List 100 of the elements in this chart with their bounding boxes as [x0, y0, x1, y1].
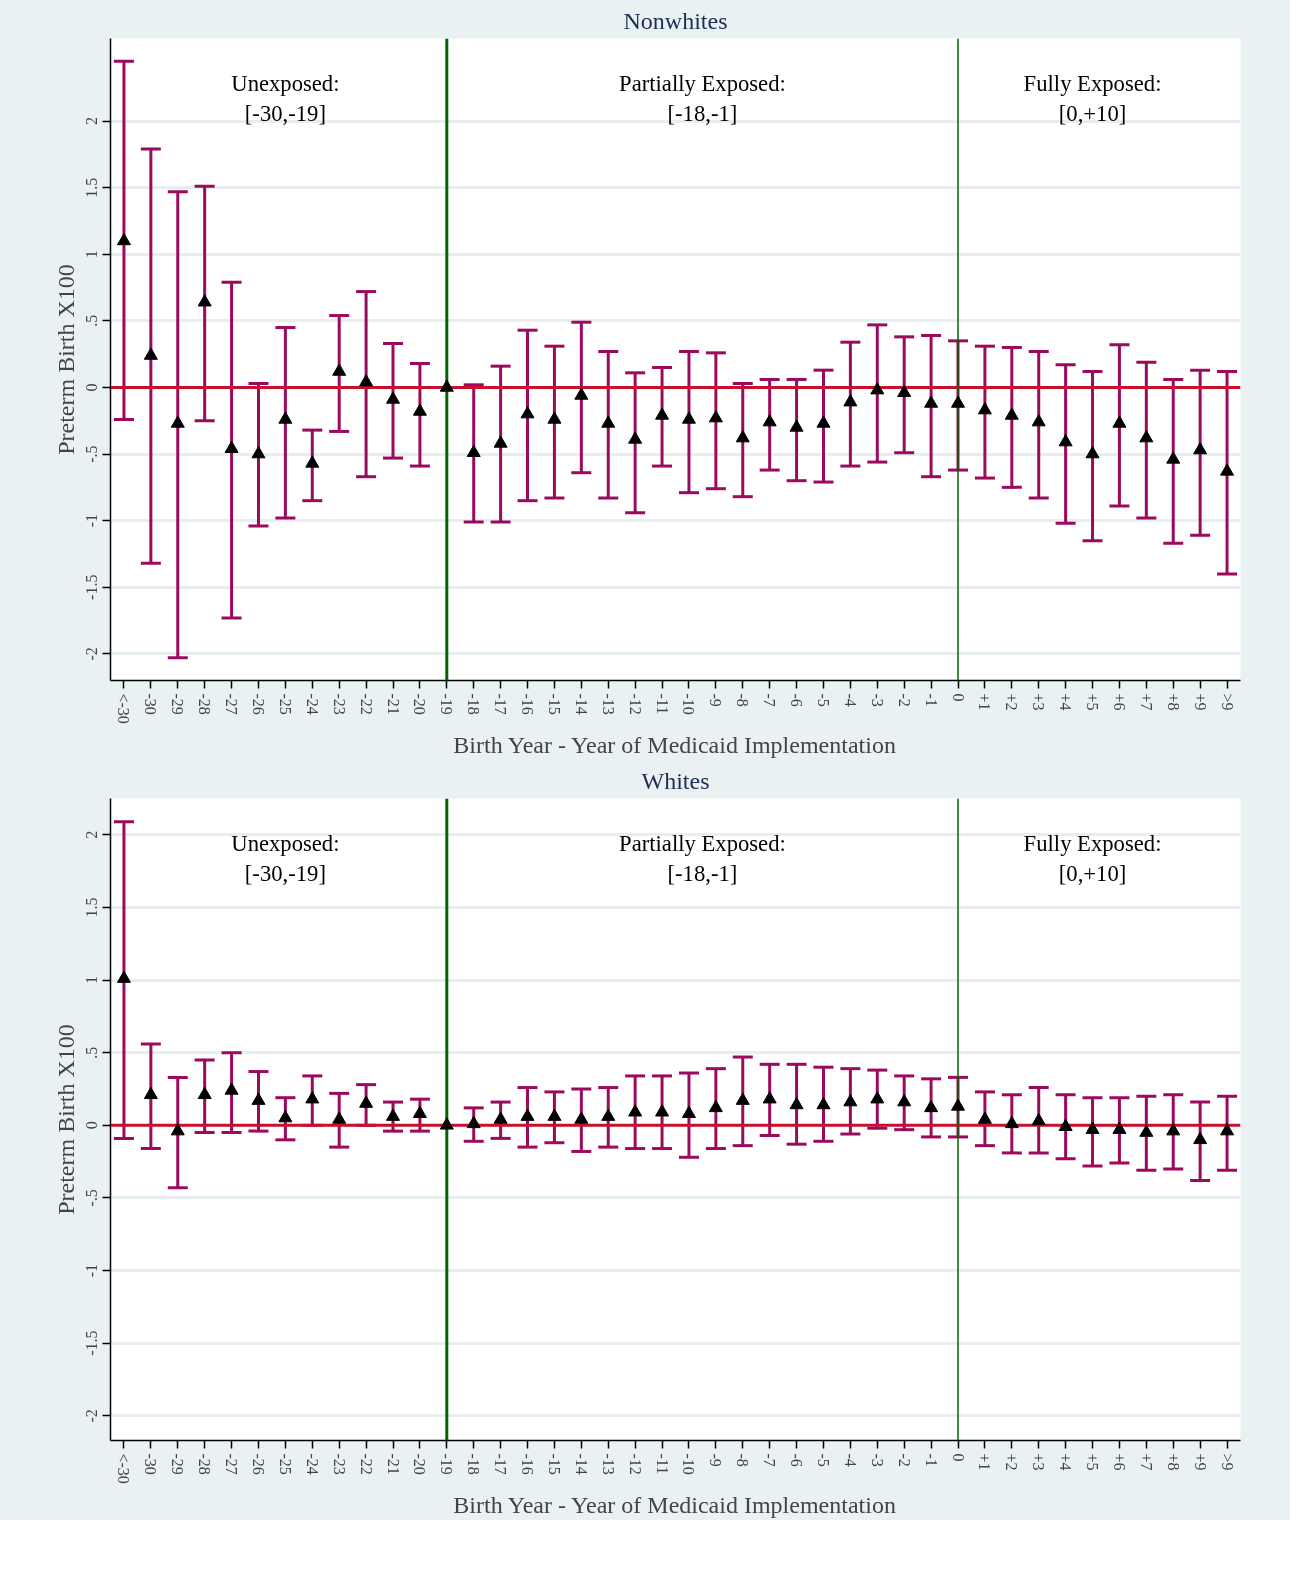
x-tick-label: -13	[599, 693, 617, 715]
x-tick-label: -13	[599, 1453, 617, 1475]
y-axis-title: Preterm Birth X100	[52, 1024, 79, 1215]
x-tick-label: -26	[249, 1453, 267, 1475]
x-tick-label: -20	[411, 693, 429, 715]
x-tick-label: -15	[545, 1453, 563, 1475]
x-tick-label: -12	[626, 1453, 644, 1475]
y-tick-label: 0	[83, 383, 101, 392]
x-tick-label: +9	[1191, 1453, 1209, 1471]
y-tick-label: -2	[83, 1409, 101, 1423]
y-tick-label: 1	[83, 976, 101, 985]
y-tick-label: -1.5	[83, 1330, 101, 1356]
x-tick-label: -11	[653, 693, 671, 715]
x-tick-label: -30	[142, 693, 160, 715]
x-tick-label: -8	[734, 693, 752, 707]
x-tick-label: 0	[949, 1453, 967, 1462]
x-axis-title: Birth Year - Year of Medicaid Implementation	[453, 1491, 896, 1518]
x-tick-label: -23	[330, 1453, 348, 1475]
x-tick-label: -28	[196, 693, 214, 715]
x-tick-label: +1	[976, 693, 994, 711]
x-tick-label: +4	[1057, 1453, 1075, 1471]
y-tick-label: -1	[83, 1263, 101, 1278]
y-tick-label: 2	[83, 117, 101, 126]
x-tick-label: -14	[572, 693, 590, 715]
x-tick-label: -24	[303, 693, 321, 715]
x-tick-label: -21	[384, 693, 402, 715]
x-tick-label: -10	[680, 1453, 698, 1475]
x-tick-label: +8	[1164, 1453, 1182, 1471]
y-tick-label: -2	[83, 647, 101, 661]
y-tick-label: .5	[83, 1046, 101, 1059]
x-tick-label: <-30	[115, 1453, 133, 1484]
x-tick-label: -25	[276, 1453, 294, 1475]
x-tick-label: +6	[1110, 693, 1128, 711]
x-tick-label: +4	[1057, 693, 1075, 711]
x-tick-label: -27	[223, 693, 241, 715]
annotation: Partially Exposed: [-18,-1]	[619, 831, 786, 886]
x-tick-label: -26	[249, 693, 267, 715]
x-tick-label: -5	[814, 693, 832, 707]
x-tick-label: -16	[519, 1453, 537, 1475]
x-tick-label: -10	[680, 693, 698, 715]
annotation: Unexposed: [-30,-19]	[231, 831, 340, 886]
x-tick-label: >9	[1218, 1453, 1236, 1471]
x-tick-label: -4	[841, 693, 859, 707]
x-tick-label: -30	[142, 1453, 160, 1475]
x-tick-label: -1	[922, 1453, 940, 1467]
x-tick-label: -11	[653, 1453, 671, 1475]
x-tick-label: -23	[330, 693, 348, 715]
x-tick-label: -24	[303, 1453, 321, 1475]
y-tick-label: -1.5	[83, 574, 101, 600]
y-tick-label: -1	[83, 514, 101, 528]
x-tick-label: <-30	[115, 693, 133, 724]
x-tick-label: -3	[868, 693, 886, 707]
y-tick-label: -.5	[83, 1189, 101, 1207]
x-tick-label: -16	[519, 693, 537, 715]
x-tick-label: -4	[841, 1453, 859, 1467]
x-tick-label: -5	[814, 1453, 832, 1467]
x-tick-label: -17	[492, 693, 510, 715]
x-tick-label: -12	[626, 693, 644, 715]
x-tick-label: -7	[761, 693, 779, 707]
x-tick-label: -18	[465, 1453, 483, 1475]
x-tick-label: -29	[169, 693, 187, 715]
x-axis-title: Birth Year - Year of Medicaid Implementation	[453, 731, 896, 758]
x-tick-label: +6	[1110, 1453, 1128, 1471]
annotation: Unexposed: [-30,-19]	[231, 71, 340, 126]
x-tick-label: +1	[976, 1453, 994, 1471]
x-tick-label: -18	[465, 693, 483, 715]
x-tick-label: +2	[1003, 1453, 1021, 1471]
annotation: Partially Exposed: [-18,-1]	[619, 71, 786, 126]
x-tick-label: -8	[734, 1453, 752, 1467]
y-tick-label: 1.5	[83, 897, 101, 918]
x-tick-label: -1	[922, 693, 940, 707]
x-tick-label: -19	[438, 1453, 456, 1475]
x-tick-label: 0	[949, 693, 967, 702]
x-tick-label: -3	[868, 1453, 886, 1467]
y-tick-label: 1.5	[83, 177, 101, 198]
x-tick-label: +2	[1003, 693, 1021, 711]
y-axis-title: Preterm Birth X100	[52, 264, 79, 455]
x-tick-label: -27	[223, 1453, 241, 1475]
x-tick-label: -14	[572, 1453, 590, 1475]
x-tick-label: -19	[438, 693, 456, 715]
x-tick-label: +5	[1084, 693, 1102, 711]
x-tick-label: -6	[788, 1453, 806, 1467]
chart-title: Whites	[641, 767, 710, 794]
x-tick-label: +9	[1191, 693, 1209, 711]
x-tick-label: -29	[169, 1453, 187, 1475]
x-tick-label: -20	[411, 1453, 429, 1475]
x-tick-label: -17	[492, 1453, 510, 1475]
chart-title: Nonwhites	[623, 7, 728, 34]
x-tick-label: +7	[1137, 1453, 1155, 1471]
x-tick-label: +7	[1137, 693, 1155, 711]
x-tick-label: >9	[1218, 693, 1236, 711]
x-tick-label: +5	[1084, 1453, 1102, 1471]
y-tick-label: .5	[83, 314, 101, 327]
x-tick-label: -7	[761, 1453, 779, 1467]
y-tick-label: 2	[83, 830, 101, 839]
annotation: Fully Exposed: [0,+10]	[1023, 71, 1162, 126]
x-tick-label: -9	[707, 693, 725, 707]
x-tick-label: -22	[357, 1453, 375, 1475]
x-tick-label: -9	[707, 1453, 725, 1467]
x-tick-label: -2	[895, 693, 913, 707]
